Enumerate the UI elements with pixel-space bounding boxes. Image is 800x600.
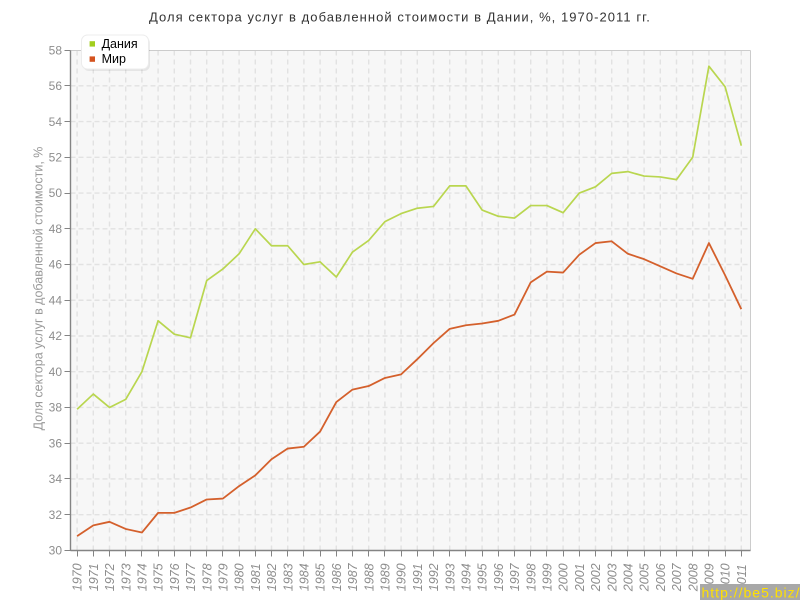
svg-text:http://be5.biz/: http://be5.biz/: [702, 584, 800, 600]
svg-text:38: 38: [49, 401, 63, 415]
svg-text:1989: 1989: [379, 563, 393, 591]
svg-text:1988: 1988: [362, 563, 376, 591]
svg-text:2005: 2005: [638, 563, 652, 592]
svg-text:1974: 1974: [136, 563, 150, 591]
svg-text:30: 30: [49, 544, 63, 558]
svg-text:1998: 1998: [524, 563, 538, 591]
svg-text:1984: 1984: [298, 563, 312, 591]
svg-text:1978: 1978: [200, 563, 214, 591]
svg-text:2004: 2004: [622, 563, 636, 592]
svg-text:44: 44: [49, 293, 63, 307]
svg-text:58: 58: [49, 43, 63, 57]
svg-text:48: 48: [49, 222, 63, 236]
svg-text:36: 36: [49, 436, 63, 450]
svg-text:1997: 1997: [508, 562, 522, 591]
svg-text:1973: 1973: [119, 563, 133, 591]
svg-text:1980: 1980: [233, 563, 247, 591]
svg-text:1999: 1999: [541, 563, 555, 591]
svg-text:2002: 2002: [589, 563, 603, 592]
svg-text:1983: 1983: [281, 563, 295, 591]
svg-text:2003: 2003: [605, 563, 619, 592]
svg-text:1992: 1992: [427, 563, 441, 591]
svg-text:1981: 1981: [249, 563, 263, 591]
svg-text:46: 46: [49, 258, 63, 272]
svg-text:1985: 1985: [314, 563, 328, 591]
svg-text:1972: 1972: [103, 563, 117, 591]
svg-text:52: 52: [49, 151, 63, 165]
svg-text:1979: 1979: [217, 563, 231, 591]
svg-text:Дания: Дания: [102, 37, 138, 51]
svg-text:1987: 1987: [346, 562, 360, 591]
svg-text:50: 50: [49, 186, 63, 200]
svg-text:1982: 1982: [265, 563, 279, 591]
svg-text:Мир: Мир: [102, 52, 126, 66]
svg-text:1990: 1990: [395, 563, 409, 591]
svg-text:1986: 1986: [330, 563, 344, 591]
svg-text:1995: 1995: [476, 563, 490, 591]
svg-text:1976: 1976: [168, 563, 182, 591]
svg-text:1977: 1977: [184, 562, 198, 591]
svg-text:1971: 1971: [87, 563, 101, 591]
svg-text:54: 54: [49, 115, 63, 129]
svg-text:2001: 2001: [573, 563, 587, 592]
svg-text:Доля сектора услуг в добавленн: Доля сектора услуг в добавленной стоимос…: [149, 10, 651, 25]
svg-text:1996: 1996: [492, 563, 506, 591]
svg-text:1975: 1975: [152, 563, 166, 591]
svg-text:2006: 2006: [654, 563, 668, 592]
svg-text:1993: 1993: [443, 563, 457, 591]
svg-text:1970: 1970: [71, 563, 85, 591]
svg-text:42: 42: [49, 329, 63, 343]
svg-text:56: 56: [49, 79, 63, 93]
svg-text:40: 40: [49, 365, 63, 379]
svg-text:2000: 2000: [557, 563, 571, 592]
svg-text:Доля сектора услуг в добавленн: Доля сектора услуг в добавленной стоимос…: [32, 147, 46, 431]
svg-text:2008: 2008: [686, 563, 700, 592]
svg-text:34: 34: [49, 472, 63, 486]
svg-text:1994: 1994: [460, 563, 474, 591]
svg-text:1991: 1991: [411, 563, 425, 591]
svg-text:2007: 2007: [670, 562, 684, 592]
svg-text:32: 32: [49, 508, 63, 522]
